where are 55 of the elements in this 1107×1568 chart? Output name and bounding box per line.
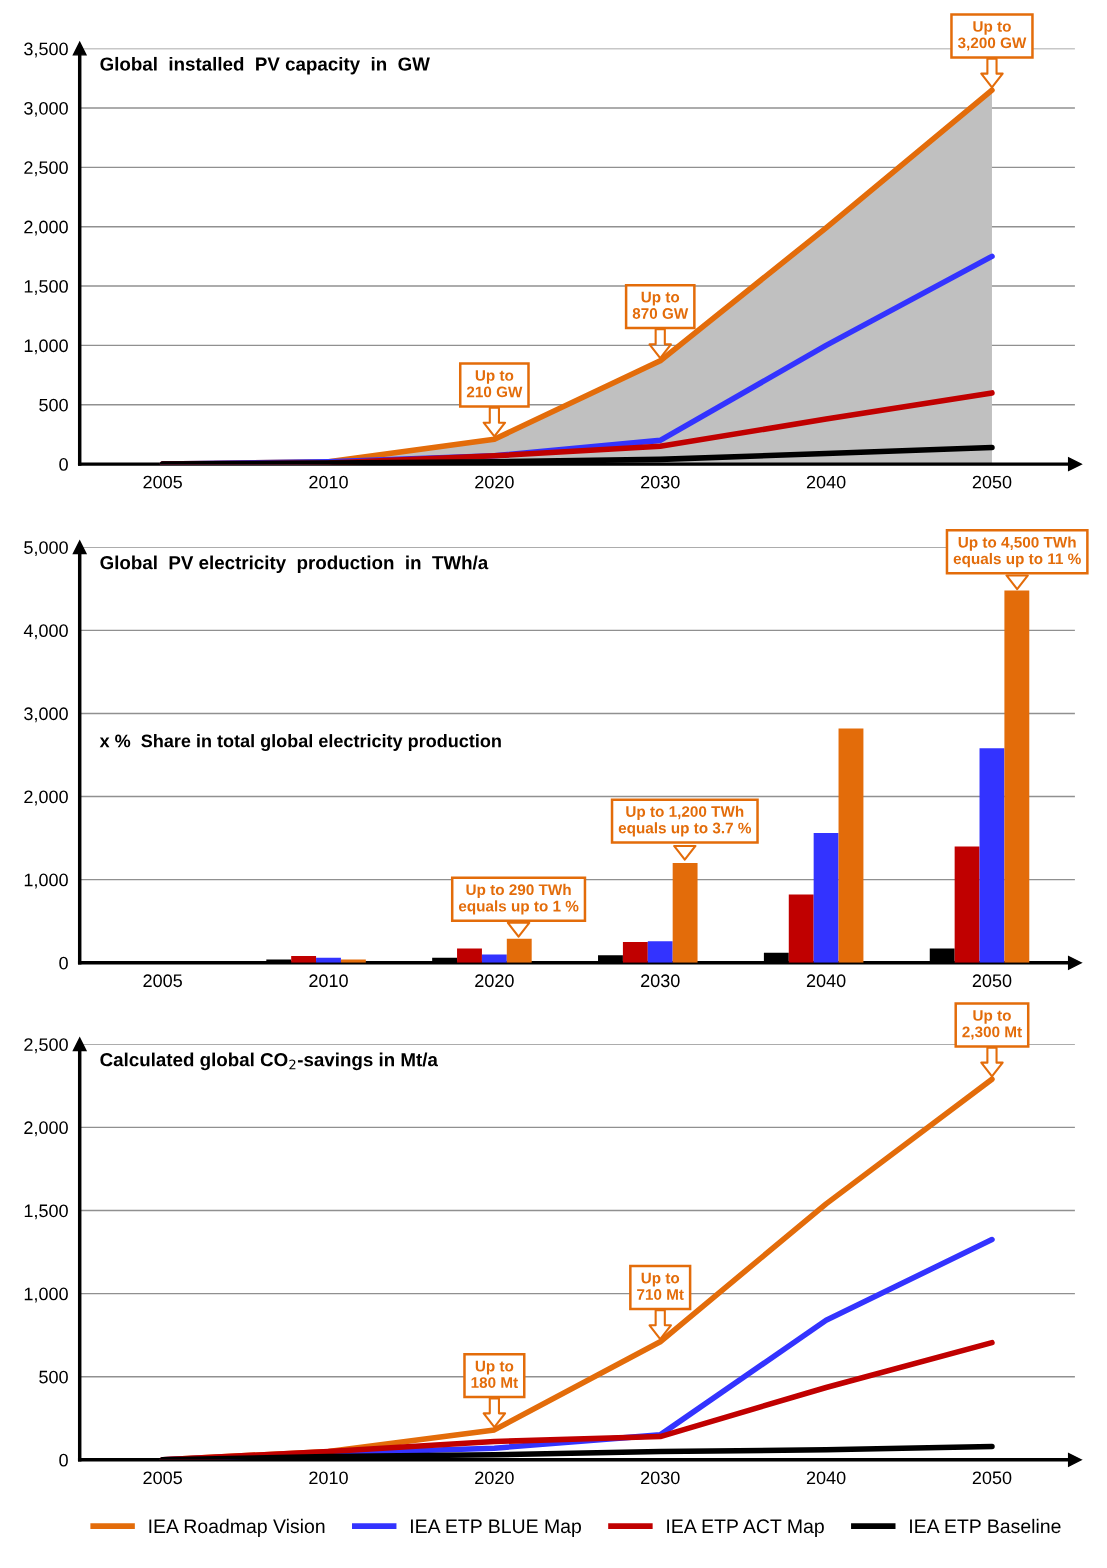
x-tick-label: 2005: [143, 974, 182, 988]
y-tick-label: 2,000: [24, 1121, 68, 1137]
x-tick-label: 2040: [806, 1471, 846, 1485]
y-tick-label: 4,000: [23, 624, 68, 640]
x-tick-label: 2040: [806, 974, 846, 988]
y-tick-label: 0: [59, 1453, 68, 1467]
annotation: Up to 4,500 TWh equals up to 11 %: [953, 536, 1081, 568]
y-tick-label: 5,000: [24, 541, 68, 557]
y-tick-label: 1,500: [24, 1204, 68, 1220]
x-tick-label: 2010: [309, 1471, 348, 1485]
chart-title: Global installed PV capacity in GW: [100, 56, 430, 75]
y-tick-label: 500: [39, 1370, 68, 1384]
annotation: Up to 290 TWh equals up to 1 %: [458, 883, 579, 915]
y-tick-label: 1,000: [24, 339, 68, 355]
x-tick-label: 2030: [641, 475, 680, 489]
legend-label: IEA ETP Baseline: [910, 1518, 1061, 1534]
y-tick-label: 1,000: [24, 1287, 68, 1303]
chart-title: Global PV electricity production in TWh/a: [100, 555, 489, 574]
annotation: Up to 1,200 TWh equals up to 3.7 %: [618, 805, 752, 837]
y-tick-label: 1,500: [24, 279, 68, 295]
y-tick-label: 0: [59, 956, 68, 970]
x-tick-label: 2030: [641, 974, 680, 988]
y-tick-label: 0: [59, 458, 68, 471]
chart-title: Calculated global CO$_{2}$-savings in Mt/a: [100, 1052, 438, 1071]
annotation: Up to 2,300 Mt: [962, 1010, 1022, 1040]
x-tick-label: 2040: [806, 475, 846, 489]
legend-label: IEA ETP BLUE Map: [411, 1519, 581, 1537]
y-tick-label: 1,000: [24, 873, 68, 889]
x-tick-label: 2050: [972, 1471, 1012, 1485]
y-tick-label: 500: [39, 398, 68, 412]
annotation: Up to 3,200 GW: [957, 21, 1027, 51]
x-tick-label: 2020: [475, 475, 514, 489]
annotation: x % Share in total global electricity production: [99, 734, 501, 751]
x-tick-label: 2005: [143, 475, 182, 489]
annotation: Up to 870 GW: [632, 291, 689, 319]
x-tick-label: 2020: [475, 1471, 514, 1485]
annotation: Up to 180 Mt: [471, 1360, 518, 1388]
annotation: Up to 210 GW: [466, 370, 523, 398]
x-tick-label: 2020: [475, 974, 514, 988]
x-tick-label: 2010: [309, 974, 348, 988]
x-tick-label: 2050: [972, 974, 1012, 988]
y-tick-label: 2,000: [24, 790, 68, 806]
legend-label: IEA ETP ACT Map: [667, 1519, 824, 1537]
x-tick-label: 2005: [143, 1471, 182, 1485]
y-tick-label: 3,500: [24, 42, 68, 58]
y-tick-label: 2,500: [24, 161, 68, 177]
x-tick-label: 2050: [972, 475, 1012, 489]
y-tick-label: 2,000: [24, 220, 68, 236]
y-tick-label: 3,000: [24, 101, 68, 117]
legend-label: IEA Roadmap Vision: [149, 1518, 325, 1537]
y-tick-label: 3,000: [24, 707, 68, 723]
y-tick-label: 2,500: [24, 1038, 68, 1054]
x-tick-label: 2030: [641, 1471, 680, 1485]
annotation: Up to 710 Mt: [637, 1272, 684, 1300]
x-tick-label: 2010: [309, 475, 348, 489]
